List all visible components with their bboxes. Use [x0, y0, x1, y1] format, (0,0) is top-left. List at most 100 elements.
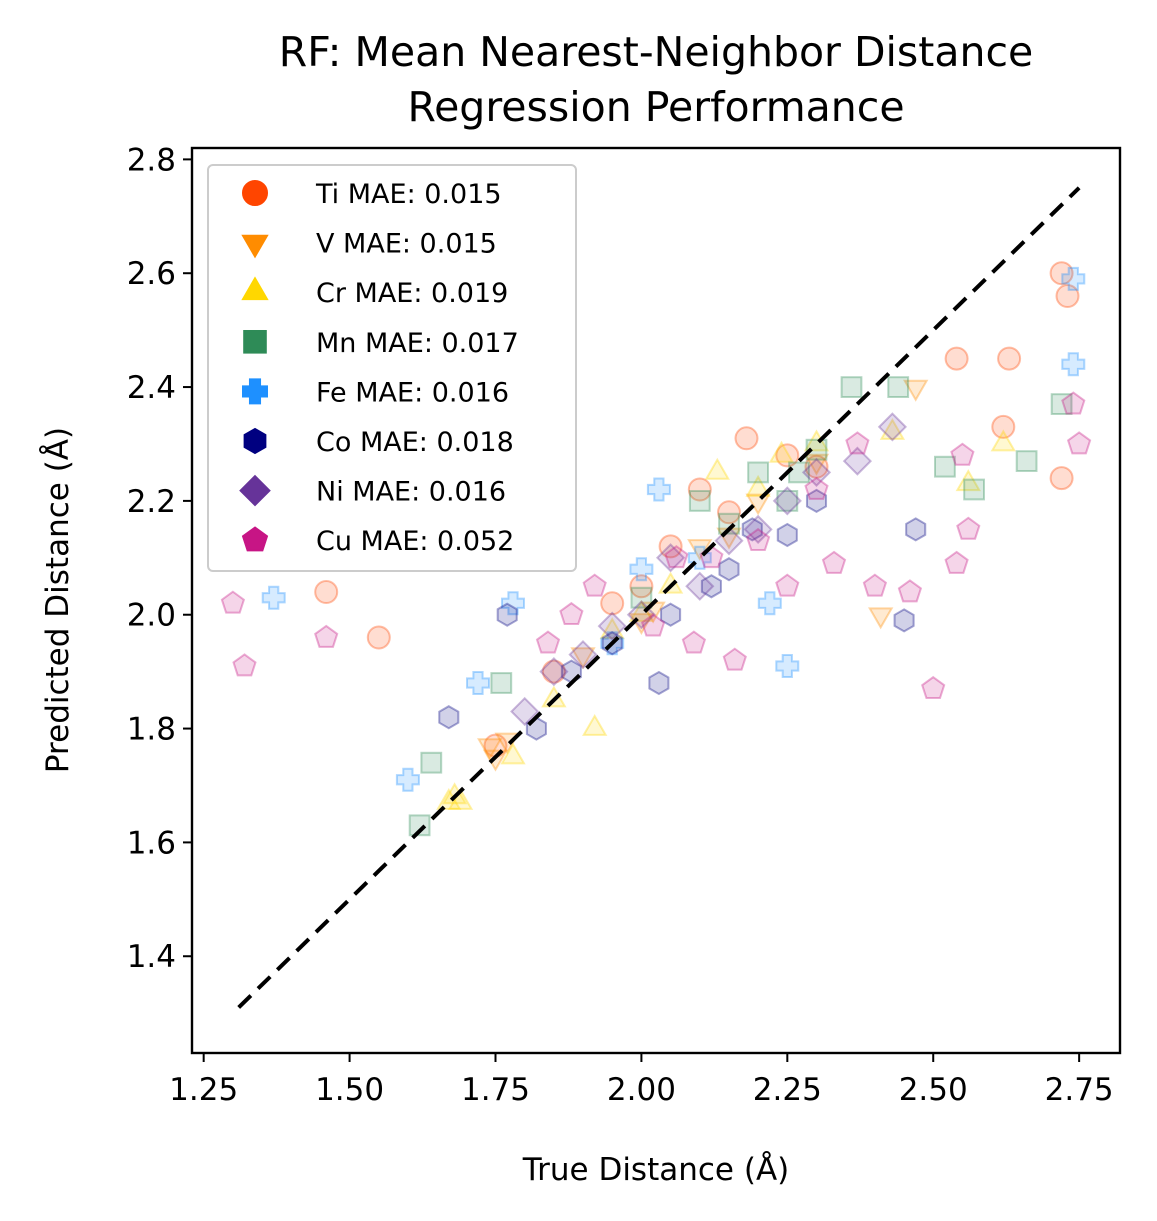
point-co-5 — [700, 574, 722, 599]
point-fe-6 — [775, 654, 800, 678]
legend-label-cr: Cr MAE: 0.019 — [316, 278, 508, 309]
point-cr-4 — [582, 713, 608, 736]
x-tick-label: 2.25 — [753, 1072, 822, 1108]
chart-title-line-1: RF: Mean Nearest-Neighbor Distance — [279, 28, 1033, 76]
point-cu-1 — [232, 653, 257, 677]
point-co-6 — [741, 517, 763, 542]
point-cu-6 — [681, 630, 707, 654]
point-ti-0 — [314, 580, 339, 604]
legend-marker-mn — [243, 329, 267, 354]
y-axis: 1.4 1.6 1.8 2.0 2.2 2.4 2.6 2.8 — [127, 142, 192, 975]
point-v-9 — [570, 647, 596, 670]
point-mn-2 — [490, 672, 513, 694]
x-tick-label: 1.50 — [315, 1072, 384, 1108]
point-fe-4 — [646, 477, 671, 502]
point-cr-9 — [990, 429, 1016, 452]
point-fe-7 — [1061, 352, 1086, 377]
point-v-7 — [745, 493, 771, 516]
point-ti-8 — [1049, 261, 1074, 286]
point-cr-14 — [745, 474, 771, 497]
x-axis: 1.25 1.50 1.75 2.00 2.25 2.50 2.75 — [169, 1053, 1114, 1108]
legend-marker-ti — [242, 180, 268, 206]
point-cu-5 — [640, 613, 666, 637]
point-ti-7 — [1055, 284, 1080, 308]
point-mn-6 — [887, 376, 910, 399]
point-cu-18 — [664, 545, 689, 569]
point-co-0 — [438, 705, 460, 730]
point-ti-17 — [629, 574, 654, 599]
point-ti-3 — [944, 346, 969, 371]
point-cu-11 — [897, 579, 923, 603]
plot-area-frame — [190, 146, 1122, 1055]
legend-marker-v — [241, 234, 269, 259]
point-ni-0 — [510, 696, 540, 727]
point-fe-3 — [501, 591, 525, 616]
point-co-1 — [496, 602, 518, 627]
point-cu-17 — [1061, 391, 1086, 415]
point-ni-12 — [772, 486, 802, 516]
x-tick-label: 2.00 — [607, 1072, 676, 1108]
point-fe-8 — [1061, 266, 1086, 291]
point-ni-1 — [539, 656, 569, 687]
point-cu-21 — [804, 476, 829, 500]
point-cu-7 — [722, 647, 747, 671]
legend-label-fe: Fe MAE: 0.016 — [316, 377, 509, 408]
point-fe-0 — [261, 585, 286, 610]
point-cu-14 — [956, 516, 981, 540]
point-mn-7 — [934, 455, 956, 478]
point-cr-2 — [447, 787, 474, 810]
point-cu-0 — [220, 590, 246, 614]
y-tick-label: 1.4 — [127, 939, 176, 975]
point-ni-2 — [568, 639, 598, 670]
point-ni-4 — [685, 571, 715, 601]
y-tick-label: 2.6 — [127, 256, 176, 292]
point-ti-5 — [991, 414, 1016, 439]
point-v-5 — [868, 607, 894, 630]
point-ti-1 — [366, 625, 391, 650]
x-tick-label: 1.25 — [169, 1072, 238, 1108]
y-axis-label: Predicted Distance (Å) — [40, 427, 76, 773]
point-ti-4 — [997, 346, 1022, 371]
point-fe-11 — [629, 557, 654, 582]
y-tick-label: 2.8 — [127, 142, 176, 178]
point-co-11 — [776, 522, 798, 548]
x-tick-label: 1.75 — [461, 1072, 530, 1108]
point-mn-0 — [408, 814, 431, 837]
point-co-12 — [805, 488, 828, 514]
point-co-8 — [905, 517, 927, 542]
point-mn-12 — [718, 512, 740, 535]
point-cr-12 — [657, 571, 684, 594]
point-co-4 — [648, 670, 670, 696]
point-mn-11 — [688, 489, 711, 512]
point-co-7 — [893, 608, 915, 633]
point-mn-1 — [420, 751, 443, 774]
x-tick-label: 2.75 — [1045, 1072, 1114, 1108]
point-cu-22 — [845, 431, 870, 455]
point-mn-14 — [776, 489, 799, 512]
point-mn-3 — [747, 461, 769, 484]
y-tick-label: 1.6 — [127, 825, 176, 861]
point-ti-13 — [717, 500, 741, 525]
point-cu-3 — [535, 630, 561, 654]
point-ti-12 — [658, 534, 683, 559]
point-cu-8 — [775, 573, 800, 597]
legend: Ti MAE: 0.015 V MAE: 0.015 Cr MAE: 0.019 Mn… — [207, 164, 577, 572]
point-ni-7 — [842, 446, 873, 476]
point-v-8 — [687, 539, 713, 562]
point-mn-8 — [963, 478, 985, 501]
point-ni-5 — [743, 514, 773, 545]
legend-marker-cu — [241, 526, 269, 552]
point-ti-2 — [734, 426, 759, 451]
point-ti-14 — [541, 659, 566, 684]
legend-label-ni: Ni MAE: 0.016 — [316, 477, 506, 508]
point-cu-20 — [745, 527, 771, 552]
legend-label-v: V MAE: 0.015 — [316, 229, 497, 260]
point-cu-16 — [1066, 431, 1092, 455]
point-co-13 — [718, 557, 740, 582]
point-mn-5 — [840, 376, 863, 399]
legend-label-co: Co MAE: 0.018 — [316, 427, 514, 458]
point-cu-13 — [944, 550, 969, 574]
point-cu-9 — [821, 550, 847, 574]
point-mn-13 — [630, 586, 653, 609]
